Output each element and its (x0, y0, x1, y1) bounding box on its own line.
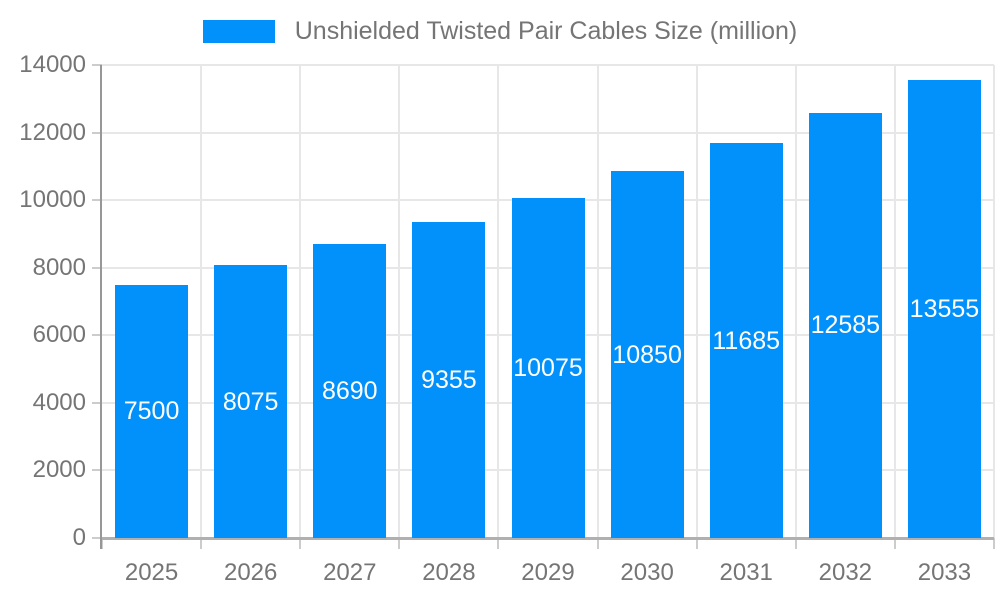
bar-value-label: 9355 (421, 365, 477, 394)
x-axis-label: 2030 (620, 559, 674, 586)
x-tick (893, 538, 896, 549)
x-axis-label: 2033 (917, 559, 972, 586)
x-axis-label: 2031 (719, 559, 773, 586)
bar-value-label: 8690 (321, 377, 378, 406)
x-tick (299, 538, 302, 549)
y-axis-line (100, 65, 102, 549)
x-axis-label: 2027 (323, 559, 377, 586)
x-tick (596, 538, 599, 549)
y-tick (92, 401, 102, 404)
x-tick (200, 538, 203, 549)
chart-legend[interactable]: Unshielded Twisted Pair Cables Size (mil… (0, 17, 1000, 45)
bar-value-label: 11685 (712, 326, 781, 355)
bar (808, 112, 882, 538)
y-axis-label: 6000 (32, 321, 86, 349)
bar (412, 221, 486, 538)
y-tick (92, 131, 102, 134)
y-axis-label: 4000 (32, 388, 86, 416)
bar (214, 265, 288, 538)
v-gridline (398, 65, 401, 538)
bar (610, 171, 684, 538)
x-axis-line (102, 537, 994, 540)
bar-value-label: 12585 (810, 311, 881, 340)
y-axis-label: 2000 (32, 456, 86, 484)
h-gridline (102, 64, 994, 66)
y-tick (92, 64, 102, 66)
x-axis-label: 2029 (521, 559, 575, 586)
bar-value-label: 10075 (513, 353, 583, 382)
v-gridline (993, 65, 995, 538)
legend-label: Unshielded Twisted Pair Cables Size (mil… (294, 17, 798, 45)
y-tick (92, 334, 102, 337)
v-gridline (299, 65, 302, 538)
v-gridline (596, 65, 599, 538)
v-gridline (497, 65, 500, 538)
bar (709, 143, 783, 538)
h-gridline (102, 131, 994, 134)
x-axis-label: 2026 (223, 559, 278, 586)
x-tick (398, 538, 401, 549)
y-axis-label: 0 (72, 524, 86, 551)
y-tick (92, 469, 102, 472)
legend-swatch-icon (202, 19, 275, 43)
v-gridline (794, 65, 797, 538)
y-tick (92, 266, 102, 269)
x-tick (101, 538, 103, 549)
bar-value-label: 8075 (222, 387, 279, 416)
bar-value-label: 10850 (612, 340, 682, 369)
y-axis-label: 12000 (19, 118, 86, 146)
y-axis-label: 8000 (32, 253, 86, 281)
y-axis-label: 14000 (19, 51, 86, 78)
y-axis-label: 10000 (19, 186, 86, 214)
x-tick (794, 538, 797, 549)
bar (907, 80, 981, 538)
bar (313, 244, 387, 538)
bar (511, 197, 585, 538)
x-axis-label: 2028 (422, 559, 476, 586)
x-axis-label: 2032 (818, 559, 873, 586)
bar-value-label: 7500 (123, 397, 180, 426)
bar (115, 284, 189, 538)
v-gridline (200, 65, 203, 538)
bar-value-label: 13555 (909, 295, 980, 324)
x-tick (497, 538, 500, 549)
x-tick (695, 538, 698, 549)
x-axis-label: 2025 (124, 559, 179, 586)
x-tick (993, 538, 995, 549)
v-gridline (695, 65, 698, 538)
y-tick (92, 199, 102, 202)
v-gridline (893, 65, 896, 538)
y-tick (92, 537, 102, 539)
